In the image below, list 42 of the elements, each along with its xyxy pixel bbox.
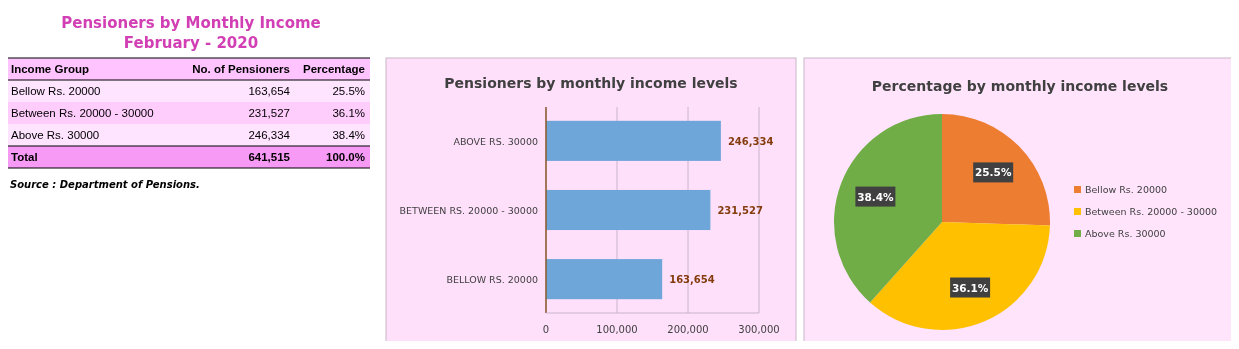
text: Income Group [11,63,89,75]
pie-slice [870,222,1050,330]
x-tick-label: 100,000 [596,324,638,335]
text: 163,654 [248,85,291,97]
y-tick-label: ABOVE RS. 30000 [453,135,538,147]
text: 25.5% [332,85,365,97]
x-tick-label: 200,000 [667,324,709,335]
legend-label: Bellow Rs. 20000 [1085,184,1168,195]
y-tick-label: BETWEEN RS. 20000 - 30000 [399,205,538,216]
text: 36.1% [332,107,365,119]
text: No. of Pensioners [192,63,290,75]
pie-slice [942,114,1050,226]
text: February - 2020 [123,34,259,52]
text: Above Rs. 30000 [11,129,100,141]
text: 641,515 [248,151,291,163]
text: Percentage [302,63,365,75]
bar [546,259,663,300]
pie-slice [834,114,942,303]
source-note: Source : Department of Pensions. [10,179,200,190]
data-label: 163,654 [669,274,715,286]
legend-label: Between Rs. 20000 - 30000 [1085,206,1218,217]
data-label: 231,527 [717,205,763,216]
text: 100.0% [325,151,365,163]
x-tick-label: 0 [542,324,550,335]
text: 231,527 [248,107,290,119]
chart-title: Percentage by monthly income levels [871,78,1169,94]
bar [546,189,711,231]
text: Pensioners by Monthly Income [61,14,321,32]
legend-label: Above Rs. 30000 [1085,228,1166,239]
text: 38.4% [332,129,365,141]
data-label: 38.4% [857,190,895,203]
x-tick-label: 300,000 [738,324,780,335]
data-label: 36.1% [951,281,989,294]
text: Total [11,151,38,163]
text: Bellow Rs. 20000 [11,85,101,97]
chart-title: Pensioners by monthly income levels [444,75,738,91]
text: Between Rs. 20000 - 30000 [11,107,154,119]
data-label: 246,334 [727,135,774,147]
y-tick-label: BELLOW RS. 20000 [446,274,538,286]
data-label: 25.5% [974,166,1012,179]
bar [546,120,721,161]
text: 246,334 [248,129,291,141]
